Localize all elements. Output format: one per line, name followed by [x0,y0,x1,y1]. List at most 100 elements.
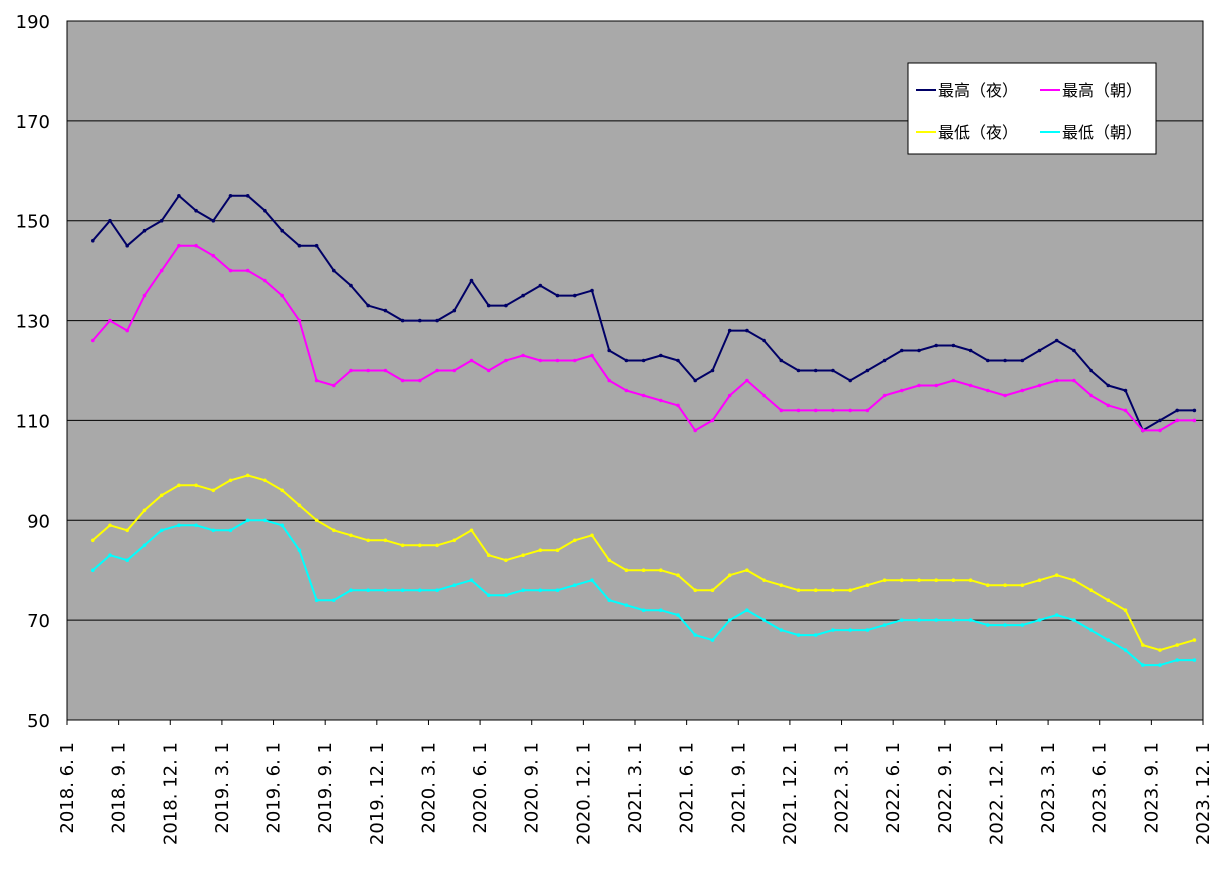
data-point [194,243,198,248]
y-tick-label: 70 [27,611,50,632]
data-point [452,583,457,587]
data-point [1089,368,1093,373]
data-point [504,358,508,363]
data-point [452,368,457,373]
data-point [263,518,267,523]
data-point [745,568,749,572]
data-point [968,348,973,353]
data-point [1175,408,1179,413]
data-point [504,303,508,308]
data-point [1192,658,1197,662]
data-point [349,533,353,538]
data-point [934,383,938,388]
x-tick-label: 2023. 6. 1 [1090,742,1111,834]
data-point [1158,418,1162,423]
data-point [676,358,680,363]
x-tick-label: 2018. 9. 1 [109,742,130,834]
data-point [452,538,457,543]
data-point [280,523,285,528]
data-point [211,253,216,258]
legend-box [907,62,1157,155]
data-point [314,243,319,248]
series-layer [91,194,1197,667]
data-point [228,268,233,273]
data-point [486,553,491,557]
data-point [865,408,870,413]
data-point [1072,578,1076,582]
data-point [762,618,766,622]
x-tick-label: 2023. 9. 1 [1141,742,1162,834]
data-point [366,303,371,308]
x-tick-label: 2021. 9. 1 [728,742,749,834]
data-point [1106,598,1111,602]
data-point [383,368,388,373]
data-point [934,618,938,622]
data-point [573,538,577,543]
data-point [1192,408,1197,413]
data-point [332,383,336,388]
data-point [968,578,973,582]
data-point [917,383,921,388]
data-point [1158,648,1162,652]
data-point [1141,663,1145,667]
data-point [108,318,112,323]
data-point [796,588,801,592]
data-point [91,538,95,543]
data-point [349,368,353,373]
data-point [366,368,371,373]
data-point [968,383,973,388]
data-point [607,558,611,562]
data-point [607,348,611,353]
data-point [1003,623,1007,627]
legend: 最高（夜） 最高（朝） 最低（夜） 最低（朝） [907,62,1157,155]
data-point [865,583,870,587]
data-point [1175,658,1179,662]
data-point [745,328,749,333]
data-point [1123,408,1128,413]
data-point [435,368,439,373]
data-point [383,308,388,313]
data-point [332,268,336,273]
data-point [727,328,732,333]
data-point [435,318,439,323]
data-point [762,393,766,398]
legend-label: 最高（朝） [1062,81,1142,100]
x-tick-label: 2019. 3. 1 [212,742,233,834]
data-point [125,328,129,333]
data-point [297,318,302,323]
data-point [900,388,904,393]
data-point [934,578,938,582]
data-point [486,303,491,308]
data-point [280,228,285,233]
data-point [418,318,422,323]
data-point [91,338,95,343]
data-point [848,588,852,592]
data-point [332,528,336,533]
data-point [693,378,697,383]
data-point [1072,618,1076,622]
data-point [986,388,990,393]
y-tick-label: 130 [16,312,50,333]
data-point [486,368,491,373]
data-point [1123,388,1128,393]
data-point [727,573,732,577]
data-point [1003,583,1007,587]
data-point [108,218,112,223]
data-point [831,588,835,592]
x-tick-label: 2018. 6. 1 [57,742,78,834]
data-point [349,283,353,288]
data-point [435,543,439,548]
data-point [538,548,543,552]
data-point [659,608,663,612]
data-point [1020,623,1025,627]
data-point [986,358,990,363]
data-point [710,418,715,423]
data-point [91,238,95,243]
data-point [1089,588,1093,592]
x-tick-label: 2019. 9. 1 [315,742,336,834]
data-point [400,588,405,592]
data-point [882,393,887,398]
x-tick-label: 2020. 3. 1 [418,742,439,834]
data-point [1072,378,1076,383]
data-point [332,598,336,602]
